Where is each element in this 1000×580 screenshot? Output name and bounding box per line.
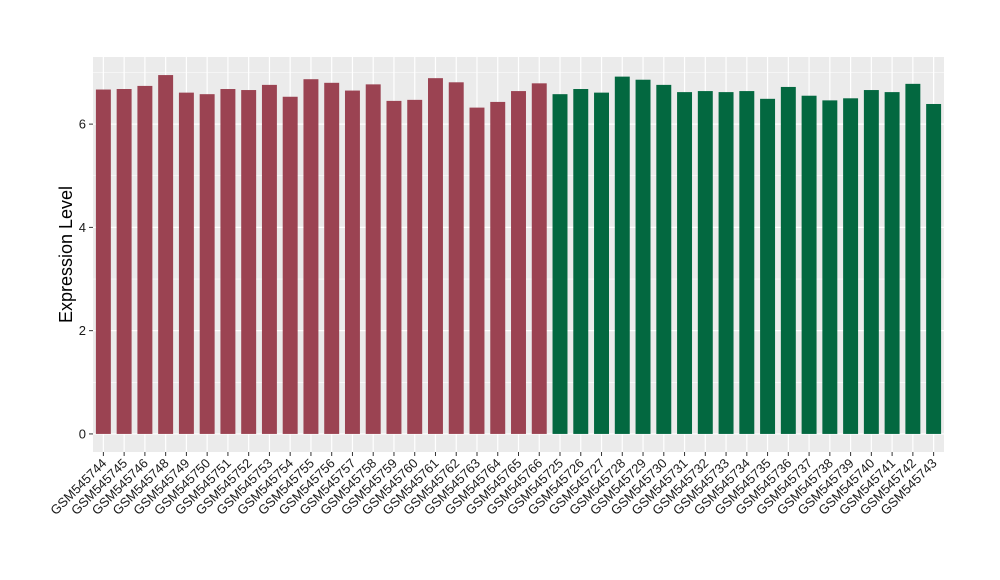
- bar-GSM545743: [926, 103, 942, 434]
- bar-GSM545735: [760, 98, 776, 434]
- bar-GSM545758: [365, 84, 381, 434]
- bar-GSM545751: [220, 89, 236, 434]
- bar-GSM545736: [780, 86, 796, 434]
- bar-GSM545745: [116, 89, 132, 434]
- bar-GSM545741: [884, 92, 900, 434]
- bar-GSM545764: [490, 101, 506, 434]
- bar-GSM545732: [697, 91, 713, 434]
- bar-GSM545754: [282, 96, 298, 434]
- bar-GSM545756: [324, 82, 340, 434]
- bar-GSM545750: [199, 94, 215, 434]
- bar-GSM545752: [241, 90, 257, 434]
- bar-GSM545740: [863, 90, 879, 434]
- bar-GSM545727: [594, 92, 609, 434]
- bar-GSM545748: [158, 75, 174, 434]
- bar-GSM545761: [428, 78, 443, 434]
- bar-GSM545762: [448, 82, 464, 434]
- bar-GSM545749: [178, 92, 194, 434]
- y-tick-label: 6: [79, 117, 86, 132]
- bar-GSM545729: [635, 79, 651, 434]
- y-axis-title: Expression Level: [56, 186, 76, 323]
- bar-GSM545753: [261, 84, 277, 434]
- bar-GSM545760: [407, 99, 423, 434]
- bar-GSM545731: [677, 92, 693, 434]
- bar-GSM545744: [95, 89, 111, 434]
- bar-GSM545738: [822, 100, 838, 434]
- bar-GSM545734: [739, 91, 755, 434]
- x-axis: GSM545744GSM545745GSM545746GSM545748GSM5…: [47, 452, 940, 518]
- bar-GSM545728: [614, 76, 630, 434]
- y-tick-label: 0: [79, 426, 86, 441]
- bar-GSM545733: [718, 92, 734, 434]
- bar-GSM545739: [843, 98, 859, 434]
- bar-GSM545746: [137, 85, 153, 434]
- bar-GSM545730: [656, 84, 672, 434]
- bar-GSM545725: [552, 94, 568, 434]
- bar-GSM545757: [344, 90, 360, 434]
- y-tick-label: 2: [79, 323, 86, 338]
- bars: [95, 75, 942, 434]
- y-axis: 0 2 4 6: [79, 117, 93, 441]
- bar-GSM545755: [303, 79, 319, 434]
- bar-GSM545737: [801, 95, 817, 434]
- bar-GSM545766: [531, 83, 547, 434]
- bar-GSM545726: [573, 89, 589, 434]
- bar-GSM545763: [469, 107, 485, 434]
- bar-GSM545765: [511, 91, 526, 434]
- y-tick-label: 4: [79, 220, 86, 235]
- bar-GSM545759: [386, 100, 402, 434]
- bar-GSM545742: [905, 83, 921, 434]
